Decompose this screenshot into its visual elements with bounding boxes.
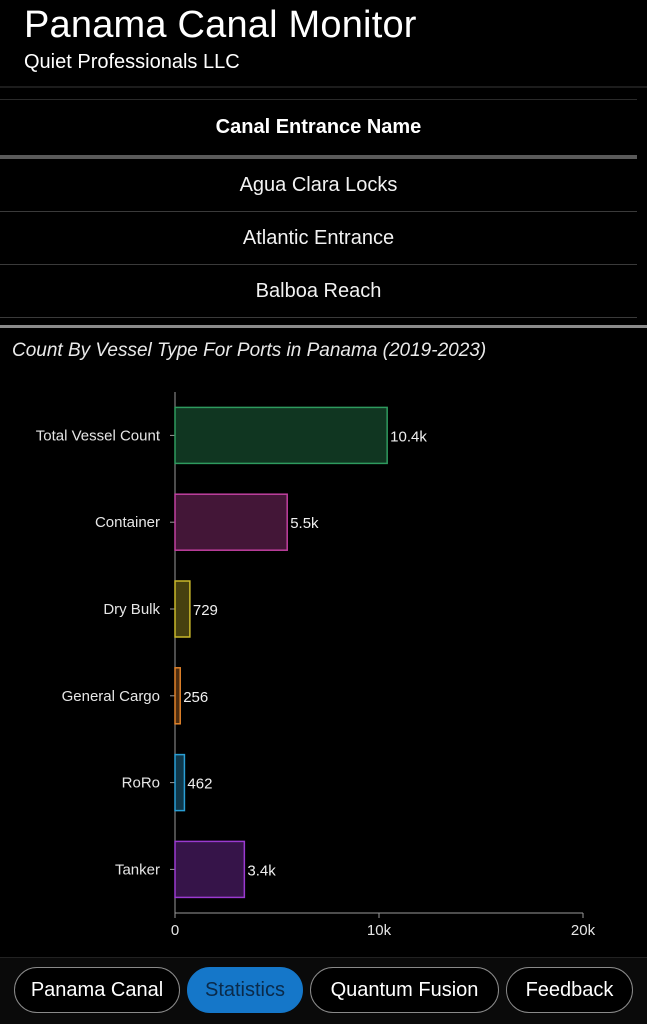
canal-entrance-table: Canal Entrance Name Agua Clara Locks Atl…	[0, 99, 637, 318]
bar	[174, 667, 181, 725]
header-divider	[0, 86, 647, 88]
chart-title: Count By Vessel Type For Ports in Panama…	[12, 340, 487, 361]
bar-value-label: 256	[183, 689, 208, 706]
category-label: Container	[95, 514, 160, 531]
bar-value-label: 3.4k	[247, 862, 276, 879]
section-divider	[0, 325, 647, 328]
bar-value-label: 462	[187, 776, 212, 793]
bar	[174, 406, 388, 465]
bottom-nav: Panama Canal Statistics Quantum Fusion F…	[0, 957, 647, 1024]
x-tick-label: 0	[171, 922, 179, 939]
column-header[interactable]: Canal Entrance Name	[0, 99, 637, 155]
nav-panama-canal-button[interactable]: Panama Canal	[14, 967, 180, 1013]
category-label: General Cargo	[62, 688, 160, 705]
nav-statistics-button[interactable]: Statistics	[187, 967, 303, 1013]
header-divider	[0, 155, 637, 159]
vessel-type-bar-chart: 0 10k 20k Total Vessel Count 10.4k Container 5…	[36, 392, 596, 939]
app-title: Panama Canal Monitor	[24, 4, 417, 46]
bar	[174, 840, 246, 899]
nav-quantum-fusion-button[interactable]: Quantum Fusion	[310, 967, 499, 1013]
category-label: Tanker	[115, 861, 160, 878]
bar-value-label: 5.5k	[290, 515, 319, 532]
nav-feedback-button[interactable]: Feedback	[506, 967, 633, 1013]
category-label: Total Vessel Count	[36, 427, 161, 444]
table-row[interactable]: Atlantic Entrance	[0, 212, 637, 265]
bar-value-label: 10.4k	[390, 428, 427, 445]
table-row[interactable]: Agua Clara Locks	[0, 159, 637, 212]
category-label: RoRo	[122, 775, 160, 792]
bar	[174, 493, 288, 551]
app-header: Panama Canal Monitor Quiet Professionals…	[0, 0, 647, 92]
app-subtitle: Quiet Professionals LLC	[24, 51, 240, 73]
bar-value-label: 729	[193, 602, 218, 619]
x-tick-label: 20k	[571, 922, 596, 939]
x-tick-label: 10k	[367, 922, 392, 939]
bar	[174, 580, 191, 638]
category-label: Dry Bulk	[103, 601, 160, 618]
bar	[174, 753, 186, 812]
table-row[interactable]: Balboa Reach	[0, 265, 637, 318]
